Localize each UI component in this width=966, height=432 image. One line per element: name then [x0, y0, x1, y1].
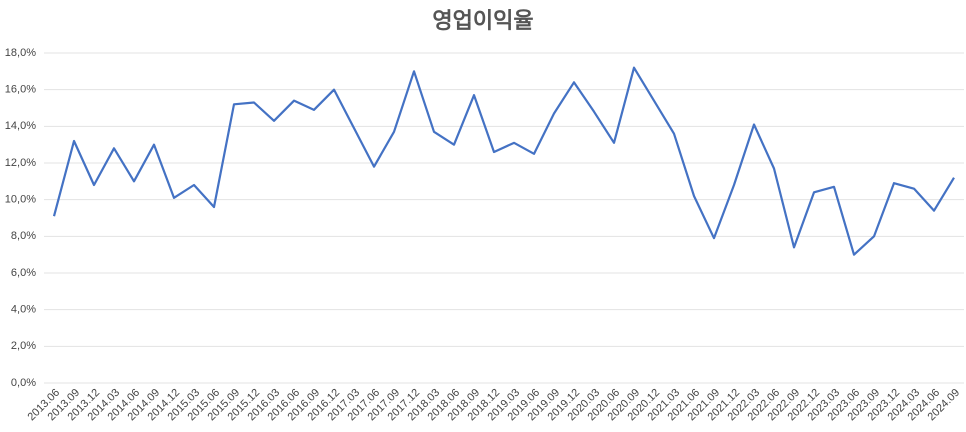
line: [52, 66, 955, 256]
y-tick-label: 0,0%: [11, 377, 36, 389]
y-tick-label: 12,0%: [5, 157, 36, 169]
y-tick-label: 6,0%: [11, 267, 36, 279]
chart-title: 영업이익율: [432, 8, 533, 33]
y-tick-label: 10,0%: [5, 194, 36, 206]
y-tick-label: 8,0%: [11, 230, 36, 242]
y-tick-label: 4,0%: [11, 304, 36, 316]
y-tick-label: 18,0%: [5, 47, 36, 59]
y-tick-label: 14,0%: [5, 120, 36, 132]
y-tick-label: 2,0%: [11, 340, 36, 352]
y-tick-label: 16,0%: [5, 84, 36, 96]
